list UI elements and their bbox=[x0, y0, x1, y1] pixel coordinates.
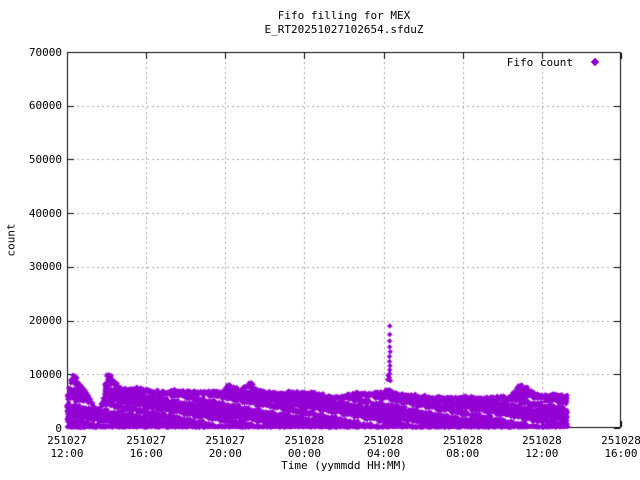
y-axis-label: count bbox=[4, 223, 18, 257]
y-tick-label-2: 20000 bbox=[28, 314, 62, 328]
x-tick-label-4: 251028 04:00 bbox=[363, 434, 404, 460]
y-tick-label-6: 60000 bbox=[28, 99, 62, 113]
y-tick-label-3: 30000 bbox=[28, 260, 62, 274]
x-tick-label-0: 251027 12:00 bbox=[47, 434, 87, 460]
x-tick-label-5: 251028 08:00 bbox=[442, 434, 483, 460]
y-tick-label-0: 0 bbox=[55, 421, 62, 435]
y-tick-label-7: 70000 bbox=[28, 45, 62, 59]
x-tick-label-3: 251028 00:00 bbox=[284, 434, 325, 460]
y-tick-label-1: 10000 bbox=[28, 367, 62, 381]
chart-subtitle: E_RT20251027102654.sfduZ bbox=[264, 23, 424, 36]
y-tick-label-5: 50000 bbox=[28, 152, 62, 166]
y-tick-label-4: 40000 bbox=[28, 206, 62, 220]
x-tick-label-6: 251028 12:00 bbox=[521, 434, 562, 460]
x-axis-label: Time (yymmdd HH:MM) bbox=[281, 459, 407, 472]
x-tick-label-1: 251027 16:00 bbox=[126, 434, 167, 460]
legend-label: Fifo count bbox=[506, 56, 573, 69]
x-tick-label-7: 251028 16:00 bbox=[601, 434, 640, 460]
chart-title: Fifo filling for MEX bbox=[277, 9, 411, 22]
x-tick-label-2: 251027 20:00 bbox=[205, 434, 246, 460]
